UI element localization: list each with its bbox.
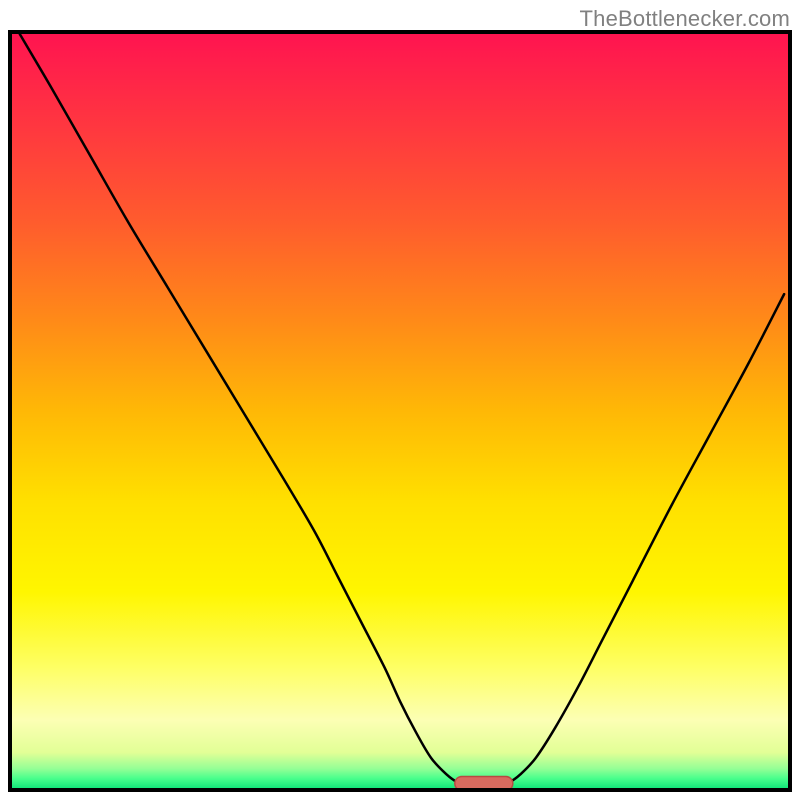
watermark-text: TheBottlenecker.com (580, 6, 790, 32)
chart-container: TheBottlenecker.com (0, 0, 800, 800)
chart-frame (8, 30, 792, 792)
gradient-background (12, 34, 788, 788)
chart-svg (8, 30, 792, 792)
